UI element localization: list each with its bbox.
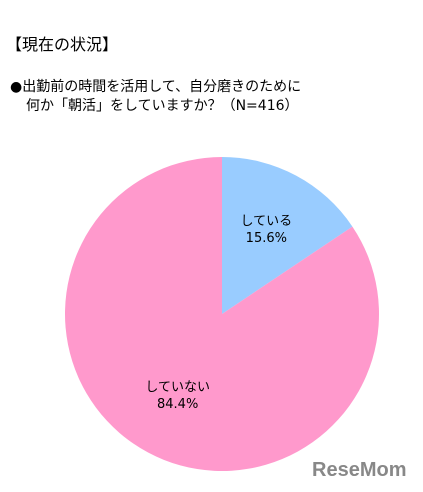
pie-slice <box>222 157 353 314</box>
value-label: 84.4% <box>157 397 198 412</box>
subtitle: ●出勤前の時間を活用して、自分磨きのために <box>10 78 301 95</box>
chart-title: 【現在の状況】 <box>6 35 118 54</box>
pie-slice <box>64 157 379 472</box>
slice-label: していない <box>145 380 210 395</box>
subtitle: 何か「朝活」をしていますか？（N=416） <box>26 98 299 114</box>
watermark: ReseMom <box>312 459 406 481</box>
slice-label: している <box>241 214 293 229</box>
value-label: 15.6% <box>246 231 287 246</box>
